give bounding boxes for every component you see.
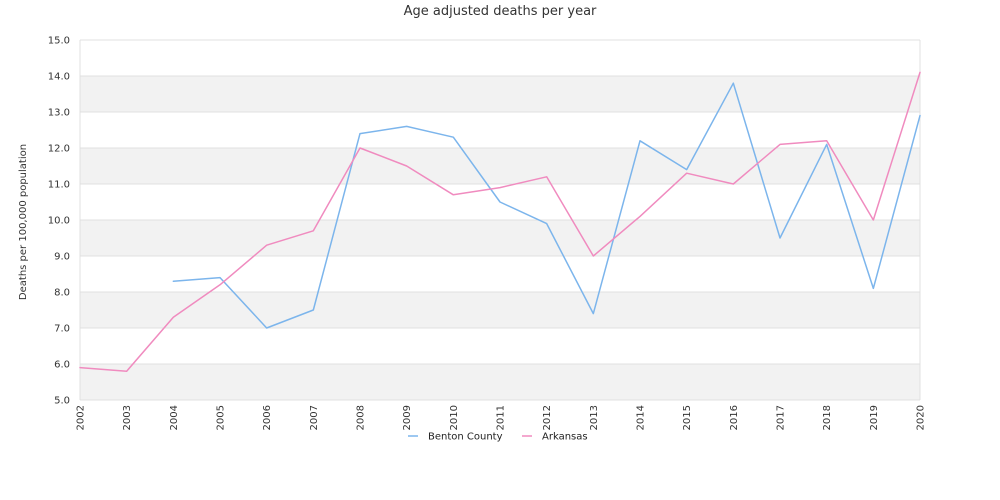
y-tick-label: 9.0 — [54, 252, 70, 263]
x-tick-label: 2005 — [216, 405, 227, 430]
grid-band — [80, 112, 920, 148]
series-lines — [79, 71, 921, 372]
y-tick-label: 6.0 — [54, 360, 70, 371]
x-tick-label: 2008 — [356, 405, 367, 430]
x-tick-label: 2002 — [76, 405, 87, 430]
grid-band — [80, 40, 920, 76]
x-tick-label: 2009 — [402, 405, 413, 430]
legend[interactable]: Benton County Arkansas — [408, 432, 588, 443]
x-tick-label: 2015 — [682, 405, 693, 430]
y-tick-label: 5.0 — [54, 396, 70, 407]
grid-band — [80, 328, 920, 364]
x-axis-ticks: 2002 2003 2004 2005 2006 2007 2008 2009 2010 2011… — [76, 405, 927, 430]
grid-band — [80, 148, 920, 184]
y-tick-label: 13.0 — [48, 108, 70, 119]
y-axis-ticks: 5.0 6.0 7.0 8.0 9.0 10.0 11.0 12.0 13.0 14.0 15.0 — [48, 36, 70, 407]
y-tick-label: 11.0 — [48, 180, 70, 191]
y-tick-label: 15.0 — [48, 36, 70, 47]
x-tick-label: 2003 — [122, 405, 133, 430]
series-line-arkansas[interactable] — [79, 71, 921, 372]
x-tick-label: 2011 — [496, 405, 507, 430]
x-tick-label: 2004 — [169, 405, 180, 430]
y-tick-label: 12.0 — [48, 144, 70, 155]
chart-title: Age adjusted deaths per year — [404, 4, 597, 19]
x-tick-label: 2020 — [916, 405, 927, 430]
grid-band — [80, 76, 920, 112]
x-tick-label: 2017 — [776, 405, 787, 430]
legend-item[interactable]: Arkansas — [522, 432, 588, 443]
x-tick-label: 2014 — [636, 405, 647, 430]
x-tick-label: 2007 — [309, 405, 320, 430]
x-tick-label: 2018 — [822, 405, 833, 430]
x-tick-label: 2006 — [262, 405, 273, 430]
grid-band — [80, 220, 920, 256]
grid-band — [80, 292, 920, 328]
x-tick-label: 2019 — [869, 405, 880, 430]
grid-bands — [80, 40, 920, 400]
x-tick-label: 2012 — [542, 405, 553, 430]
y-tick-label: 10.0 — [48, 216, 70, 227]
grid-lines — [79, 39, 921, 401]
legend-label: Benton County — [428, 432, 503, 443]
y-tick-label: 8.0 — [54, 288, 70, 299]
y-tick-label: 7.0 — [54, 324, 70, 335]
y-axis-label: Deaths per 100,000 population — [18, 144, 29, 300]
x-tick-label: 2016 — [729, 405, 740, 430]
legend-item[interactable]: Benton County — [408, 432, 503, 443]
legend-label: Arkansas — [542, 432, 588, 443]
series-line-benton-county[interactable] — [172, 82, 921, 329]
grid-band — [80, 256, 920, 292]
y-tick-label: 14.0 — [48, 72, 70, 83]
x-tick-label: 2010 — [449, 405, 460, 430]
grid-band — [80, 364, 920, 400]
x-tick-label: 2013 — [589, 405, 600, 430]
